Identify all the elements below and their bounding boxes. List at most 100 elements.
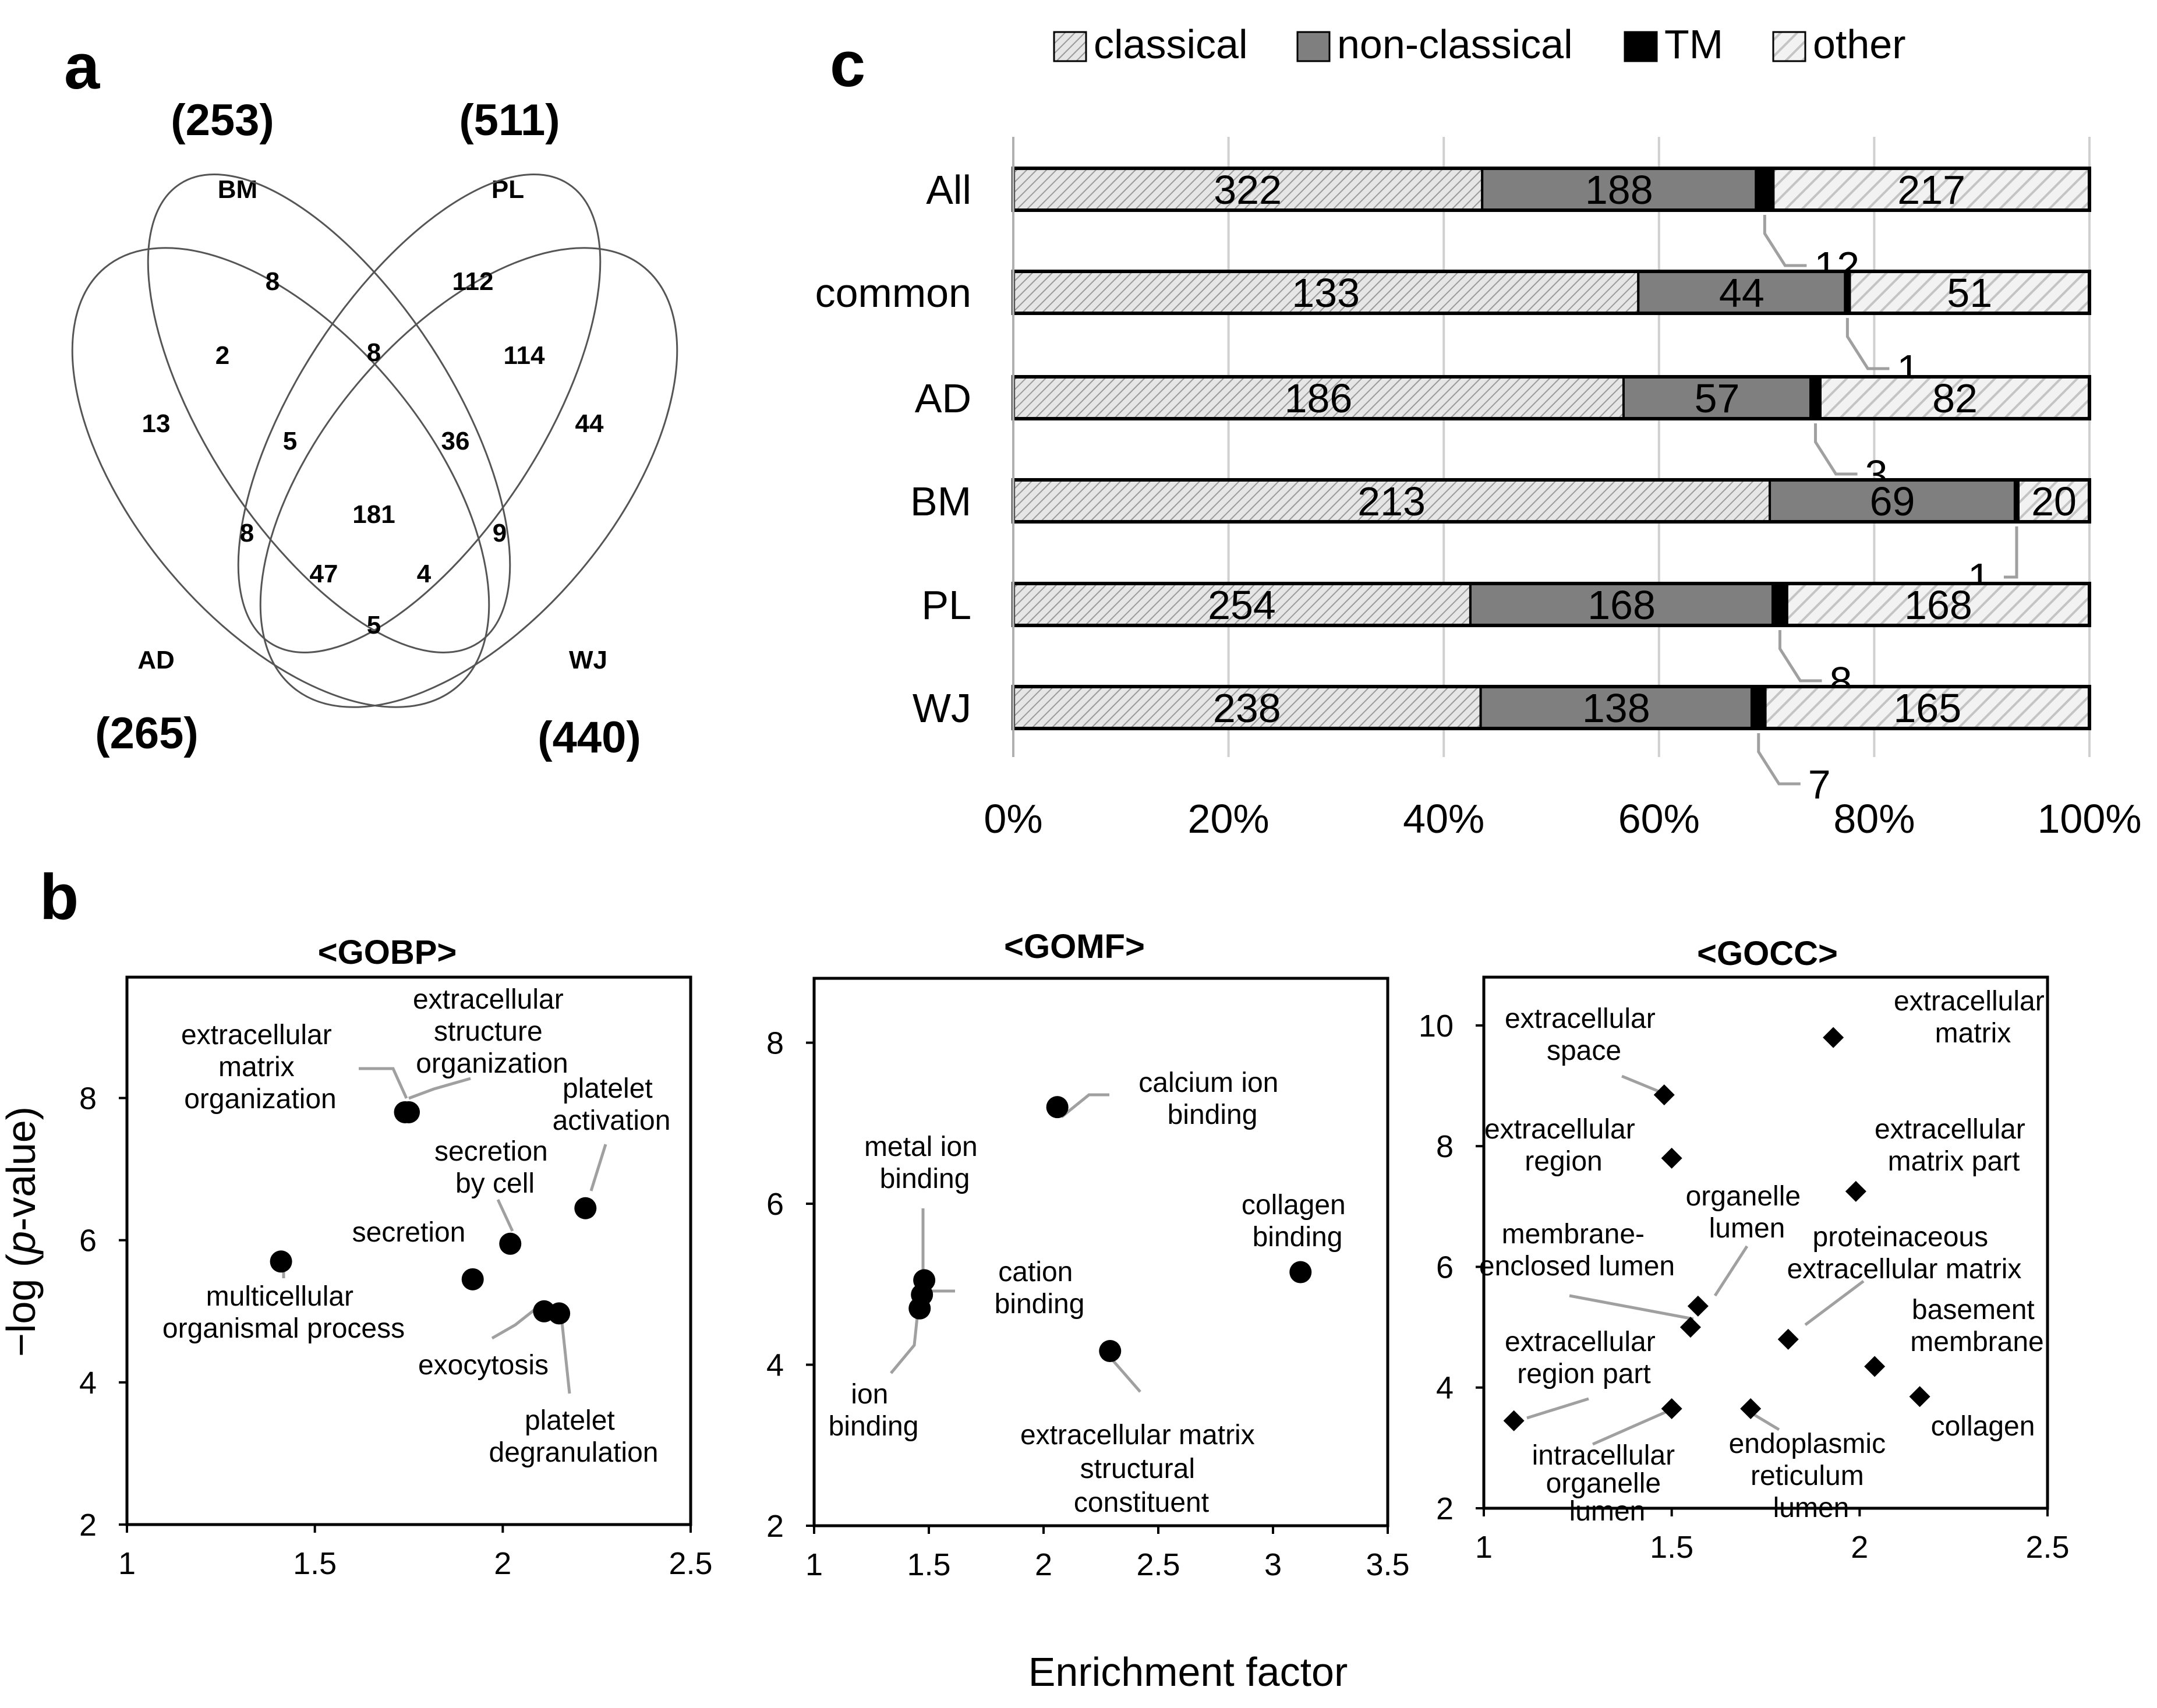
venn-count-ad-pl: 8 bbox=[240, 519, 254, 547]
venn-ellipse-bm bbox=[147, 174, 511, 653]
gocc-title: <GOCC> bbox=[1697, 935, 1838, 973]
gobp-label-ecm-organization: extracellular matrix organization bbox=[181, 1020, 340, 1115]
leader-ecr-part bbox=[1526, 1397, 1589, 1420]
gobp-ticks: 1 1.5 2 2.5 2 4 6 8 bbox=[79, 1081, 713, 1581]
legend-label-tm: TM bbox=[1664, 22, 1723, 67]
y-tick-label: 6 bbox=[1436, 1250, 1454, 1285]
panel-label-c: c bbox=[830, 29, 865, 100]
data-point bbox=[461, 1268, 484, 1290]
leader-calcium-ion-binding bbox=[1060, 1093, 1109, 1118]
gocc-label-basement-membrane: basement membrane bbox=[1910, 1295, 2043, 1357]
gomf-plot-frame bbox=[812, 977, 1389, 1527]
venn-count-pl-wj: 114 bbox=[504, 341, 546, 370]
venn-set-label-wj: WJ bbox=[569, 646, 607, 674]
tm-leader-line bbox=[1814, 423, 1858, 476]
leader-organelle-lumen bbox=[1713, 1245, 1749, 1297]
bar-segment-non-classical bbox=[1637, 270, 1847, 314]
x-tick-label: 80% bbox=[1833, 796, 1915, 841]
legend-swatch-classical bbox=[1053, 31, 1087, 62]
data-label-classical: 322 bbox=[1214, 167, 1282, 213]
panel-label-b: b bbox=[40, 861, 79, 933]
gobp-title: <GOBP> bbox=[318, 933, 457, 971]
x-tick-label: 3.5 bbox=[1366, 1547, 1409, 1582]
gocc-ticks: 1 1.5 2 2.5 2 4 6 8 10 bbox=[1419, 1009, 2070, 1565]
gomf-label-ion-binding: ion binding bbox=[829, 1379, 919, 1442]
gomf-label-ecm-structural: extracellular matrix structural constitu… bbox=[1020, 1420, 1263, 1518]
gocc-plot: <GOCC> 1 1.5 2 2.5 2 4 6 8 10 extracellular matr… bbox=[1419, 935, 2070, 1565]
gocc-label-extracellular-matrix: extracellular matrix bbox=[1894, 986, 2052, 1049]
data-label-classical: 186 bbox=[1285, 376, 1353, 421]
category-label: PL bbox=[921, 582, 971, 628]
data-point bbox=[398, 1101, 420, 1123]
gocc-label-extracellular-space: extracellular space bbox=[1505, 1003, 1663, 1066]
data-point bbox=[1679, 1317, 1701, 1338]
venn-count-ad-only: 13 bbox=[142, 409, 171, 438]
venn-total-wj: (440) bbox=[538, 713, 641, 762]
venn-count-ad-wj: 5 bbox=[367, 611, 381, 639]
data-point bbox=[1503, 1410, 1525, 1431]
leader-intracellular-lumen bbox=[1592, 1410, 1667, 1446]
data-label-other: 20 bbox=[2031, 479, 2077, 524]
venn-count-pl-only: 112 bbox=[452, 267, 494, 296]
x-tick-label: 1 bbox=[118, 1546, 136, 1581]
leader-extracellular-space bbox=[1621, 1074, 1665, 1095]
data-label-non-classical: 168 bbox=[1587, 582, 1656, 628]
data-point bbox=[1909, 1386, 1930, 1408]
gocc-label-extracellular-region: extracellular region bbox=[1484, 1114, 1643, 1177]
data-label-classical: 133 bbox=[1292, 270, 1360, 316]
data-label-other: 217 bbox=[1897, 167, 1965, 213]
data-label-other: 168 bbox=[1904, 582, 1972, 628]
x-tick-label: 100% bbox=[2037, 796, 2141, 841]
gocc-points bbox=[1503, 1027, 1930, 1431]
bar-segment-tm bbox=[1755, 167, 1775, 211]
venn-count-ad-bm: 2 bbox=[215, 341, 229, 370]
legend-label-classical: classical bbox=[1094, 22, 1248, 67]
data-label-classical: 238 bbox=[1213, 685, 1281, 731]
data-point bbox=[548, 1302, 571, 1325]
gomf-points bbox=[908, 1096, 1312, 1363]
gomf-label-calcium-ion-binding: calcium ion binding bbox=[1138, 1067, 1286, 1130]
x-tick-label: 1.5 bbox=[907, 1547, 950, 1582]
gocc-label-er-lumen: endoplasmic reticulum lumen bbox=[1729, 1428, 1894, 1523]
gobp-label-secretion: secretion bbox=[352, 1217, 466, 1248]
x-tick-label: 1.5 bbox=[1650, 1530, 1693, 1565]
gobp-points bbox=[270, 1101, 597, 1325]
bar-segment-tm bbox=[1750, 685, 1767, 730]
gomf-plot: <GOMF> 1 1.5 2 2.5 3 3.5 2 4 6 8 calcium ion bind… bbox=[766, 928, 1410, 1582]
venn-panel: a (253) (511) (265) (440) BM PL AD WJ 8 … bbox=[64, 31, 678, 762]
bar-segment-classical bbox=[1012, 376, 1625, 420]
y-tick-label: 2 bbox=[79, 1508, 97, 1543]
category-label: common bbox=[815, 270, 971, 316]
category-label: WJ bbox=[913, 685, 971, 731]
legend-swatch-tm bbox=[1624, 31, 1658, 62]
data-label-non-classical: 57 bbox=[1695, 376, 1740, 421]
venn-count-all: 181 bbox=[352, 500, 395, 529]
bar-segment-other bbox=[1848, 270, 2091, 314]
y-tick-label: 10 bbox=[1419, 1009, 1454, 1044]
bar-segment-classical bbox=[1012, 582, 1472, 627]
y-tick-label: 4 bbox=[766, 1348, 784, 1383]
data-point bbox=[270, 1250, 292, 1273]
x-tick-label: 0% bbox=[984, 796, 1042, 841]
venn-count-bm-pl: 8 bbox=[367, 338, 381, 367]
venn-count-wj-only: 44 bbox=[575, 409, 604, 438]
legend-label-non-classical: non-classical bbox=[1337, 22, 1573, 67]
x-tick-label: 1.5 bbox=[293, 1546, 337, 1581]
gobp-label-platelet-activation: platelet activation bbox=[553, 1073, 671, 1136]
gocc-label-extracellular-matrix-part: extracellular matrix part bbox=[1875, 1114, 2033, 1177]
x-tick-label: 1 bbox=[805, 1547, 823, 1582]
leader-membrane-enclosed bbox=[1569, 1294, 1694, 1321]
x-tick-label: 1 bbox=[1475, 1530, 1493, 1565]
gobp-plot: <GOBP> 1 1.5 2 2.5 2 4 6 8 extracellular matrix… bbox=[79, 933, 713, 1581]
gomf-ticks: 1 1.5 2 2.5 3 3.5 2 4 6 8 bbox=[766, 1026, 1410, 1582]
x-tick-label: 40% bbox=[1403, 796, 1484, 841]
data-label-other: 51 bbox=[1947, 270, 1992, 316]
data-point bbox=[1046, 1096, 1069, 1119]
leader-secretion-by-cell bbox=[496, 1198, 514, 1232]
legend-swatch-other bbox=[1772, 31, 1806, 62]
venn-count-bm-pl-wj: 36 bbox=[441, 427, 470, 455]
leader-platelet-activation bbox=[589, 1144, 607, 1191]
category-label: BM bbox=[910, 479, 971, 524]
gocc-label-organelle-lumen: organelle lumen bbox=[1686, 1181, 1809, 1244]
bar-segment-tm bbox=[1771, 582, 1788, 627]
